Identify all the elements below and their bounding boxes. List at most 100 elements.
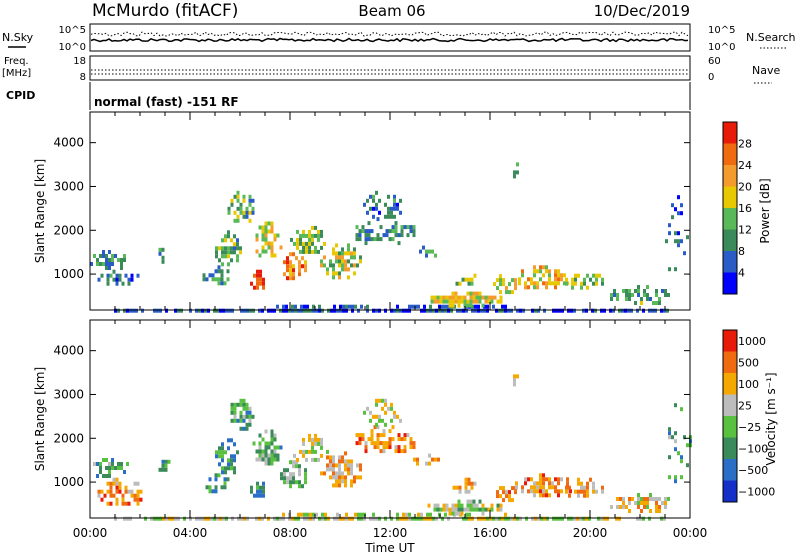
heatmap-cell [332,267,335,272]
heatmap-cell [628,501,631,505]
heatmap-cell [396,206,399,211]
heatmap-cell [302,249,305,254]
heatmap-cell [335,463,338,468]
heatmap-cell [292,460,295,465]
heatmap-cell [642,308,645,313]
heatmap-cell [436,503,440,508]
heatmap-cell [388,445,392,450]
heatmap-cell [126,308,129,313]
heatmap-cell [253,285,256,290]
heatmap-cell [320,471,323,476]
freq-label-line1: Freq. [4,56,29,67]
heatmap-cell [317,437,320,442]
heatmap-cell [115,497,119,502]
heatmap-cell [373,445,377,450]
heatmap-cell [396,512,399,517]
heatmap-cell [195,516,198,521]
heatmap-cell [133,497,137,502]
heatmap-cell [338,459,341,464]
heatmap-cell [139,497,143,502]
heatmap-cell [304,468,307,473]
heatmap-cell [600,308,603,313]
heatmap-cell [565,485,568,490]
heatmap-cell [118,273,122,278]
heatmap-cell [680,407,683,412]
heatmap-cell [397,445,401,450]
heatmap-cell [136,489,140,494]
heatmap-cell [283,480,286,485]
heatmap-cell [189,308,192,313]
heatmap-cell [409,437,413,442]
heatmap-cell [341,459,344,464]
heatmap-cell [324,516,327,521]
heatmap-cell [243,308,246,313]
heatmap-cell [302,241,305,246]
heatmap-cell [283,272,286,277]
heatmap-cell [409,225,413,230]
heatmap-cell [329,455,332,460]
heatmap-cell [158,467,162,472]
heatmap-cell [213,516,216,521]
heatmap-cell [202,273,206,278]
heatmap-cell [666,308,669,313]
heatmap-cell [423,304,426,309]
heatmap-cell [393,410,396,415]
heatmap-cell [433,295,437,300]
heatmap-cell [536,281,539,286]
heatmap-cell [622,289,625,293]
heatmap-cell [427,503,431,508]
heatmap-cell [335,483,338,488]
heatmap-cell [273,445,277,450]
heatmap-cell [240,308,243,313]
heatmap-cell [530,489,533,494]
heatmap-cell [375,398,378,403]
heatmap-cell [457,295,461,300]
heatmap-cell [292,252,295,257]
heatmap-cell [592,281,595,286]
heatmap-cell [311,233,314,238]
heatmap-cell [643,293,646,297]
heatmap-cell [390,418,393,423]
heatmap-cell [655,505,658,509]
heatmap-cell [610,505,613,509]
heatmap-cell [394,225,398,230]
heatmap-cell [376,425,380,430]
heatmap-cell [120,258,123,262]
heatmap-cell [124,501,128,506]
heatmap-cell [329,263,332,268]
heatmap-cell [240,516,243,521]
heatmap-cell [468,516,471,521]
heatmap-cell [224,450,227,455]
heatmap-cell [563,281,566,286]
heatmap-cell [409,229,413,234]
heatmap-cell [129,516,132,521]
heatmap-cell [286,268,289,273]
heatmap-cell [610,293,613,297]
heatmap-cell [251,198,255,203]
heatmap-cell [129,308,132,313]
heatmap-cell [542,485,545,490]
heatmap-cell [545,265,548,270]
heatmap-cell [459,308,462,313]
heatmap-cell [577,273,580,278]
heatmap-cell [102,474,105,478]
heatmap-cell [276,453,280,458]
heatmap-cell [458,281,462,286]
heatmap-cell [364,241,368,246]
heatmap-cell [533,489,536,494]
heatmap-cell [367,221,371,226]
heatmap-cell [390,402,393,407]
cpid-panel: CPID normal (fast) -151 RF [6,82,691,110]
heatmap-cell [279,245,283,250]
heatmap-cell [304,260,307,265]
heatmap-cell [259,485,262,490]
heatmap-cell [320,441,323,446]
heatmap-cell [469,499,473,504]
heatmap-cell [477,516,480,521]
heatmap-cell [411,516,414,521]
heatmap-cell [595,277,598,282]
heatmap-cell [573,308,576,313]
heatmap-cell [305,449,308,454]
heatmap-cell [289,252,292,257]
